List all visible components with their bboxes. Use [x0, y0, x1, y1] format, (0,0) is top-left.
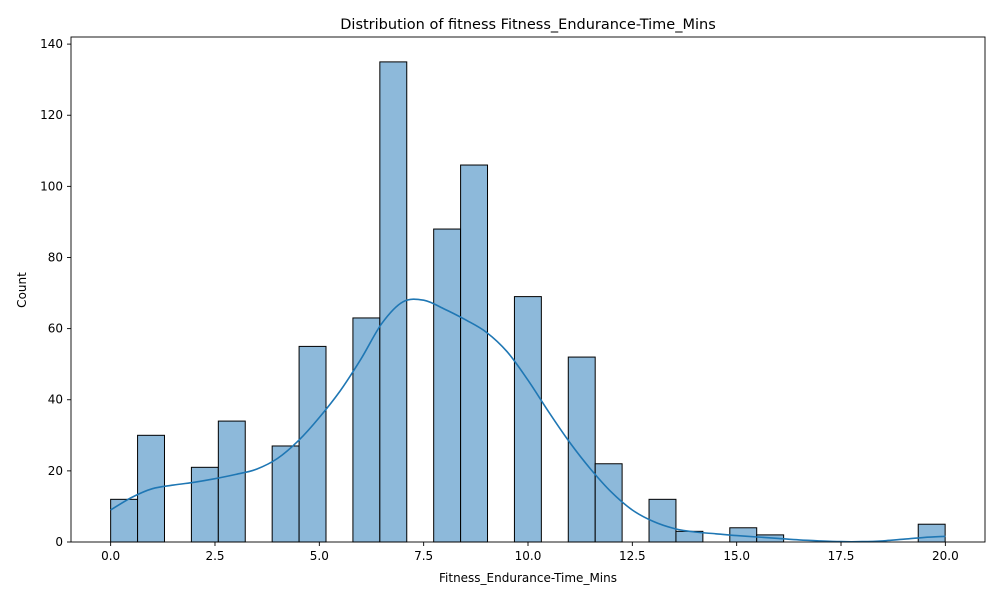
x-tick-label-8: 20.0 — [932, 549, 959, 563]
x-axis-label: Fitness_Endurance-Time_Mins — [439, 571, 617, 585]
histogram-bar-10 — [513, 296, 542, 543]
histogram-bar-5 — [298, 345, 327, 543]
histogram-bar-17 — [917, 523, 946, 543]
y-axis-ticks: 0 20 40 60 80 100 120 140 — [40, 37, 71, 549]
x-tick-label-3: 7.5 — [414, 549, 433, 563]
histogram-bar-9 — [460, 164, 489, 543]
x-tick-label-7: 17.5 — [828, 549, 855, 563]
kde-curve — [110, 298, 946, 543]
x-tick-label-1: 2.5 — [205, 549, 224, 563]
histogram-bar-13 — [648, 498, 677, 543]
y-tick-label-6: 120 — [40, 108, 63, 122]
histogram-bar-8 — [433, 228, 462, 543]
histogram-bar-4 — [271, 445, 300, 543]
histogram-bar-0 — [110, 498, 139, 543]
x-tick-label-5: 12.5 — [619, 549, 646, 563]
y-tick-label-3: 60 — [48, 322, 63, 336]
histogram-bar-11 — [567, 356, 596, 543]
histogram-bar-12 — [594, 463, 623, 543]
histogram-bar-3 — [217, 420, 246, 543]
y-tick-label-4: 80 — [48, 250, 63, 264]
y-tick-label-5: 100 — [40, 179, 63, 193]
x-tick-label-6: 15.0 — [723, 549, 750, 563]
y-axis-label: Count — [15, 272, 29, 308]
x-axis-ticks: 0.0 2.5 5.0 7.5 10.0 12.5 15.0 17.5 20.0 — [101, 542, 959, 563]
chart-title: Distribution of fitness Fitness_Enduranc… — [340, 17, 716, 33]
y-tick-label-0: 0 — [55, 535, 63, 549]
x-tick-label-0: 0.0 — [101, 549, 120, 563]
x-tick-label-2: 5.0 — [310, 549, 329, 563]
bars-group — [110, 61, 946, 543]
histogram-bar-6 — [352, 317, 381, 543]
y-tick-label-7: 140 — [40, 37, 63, 51]
x-tick-label-4: 10.0 — [515, 549, 542, 563]
y-tick-label-1: 20 — [48, 464, 63, 478]
y-tick-label-2: 40 — [48, 393, 63, 407]
